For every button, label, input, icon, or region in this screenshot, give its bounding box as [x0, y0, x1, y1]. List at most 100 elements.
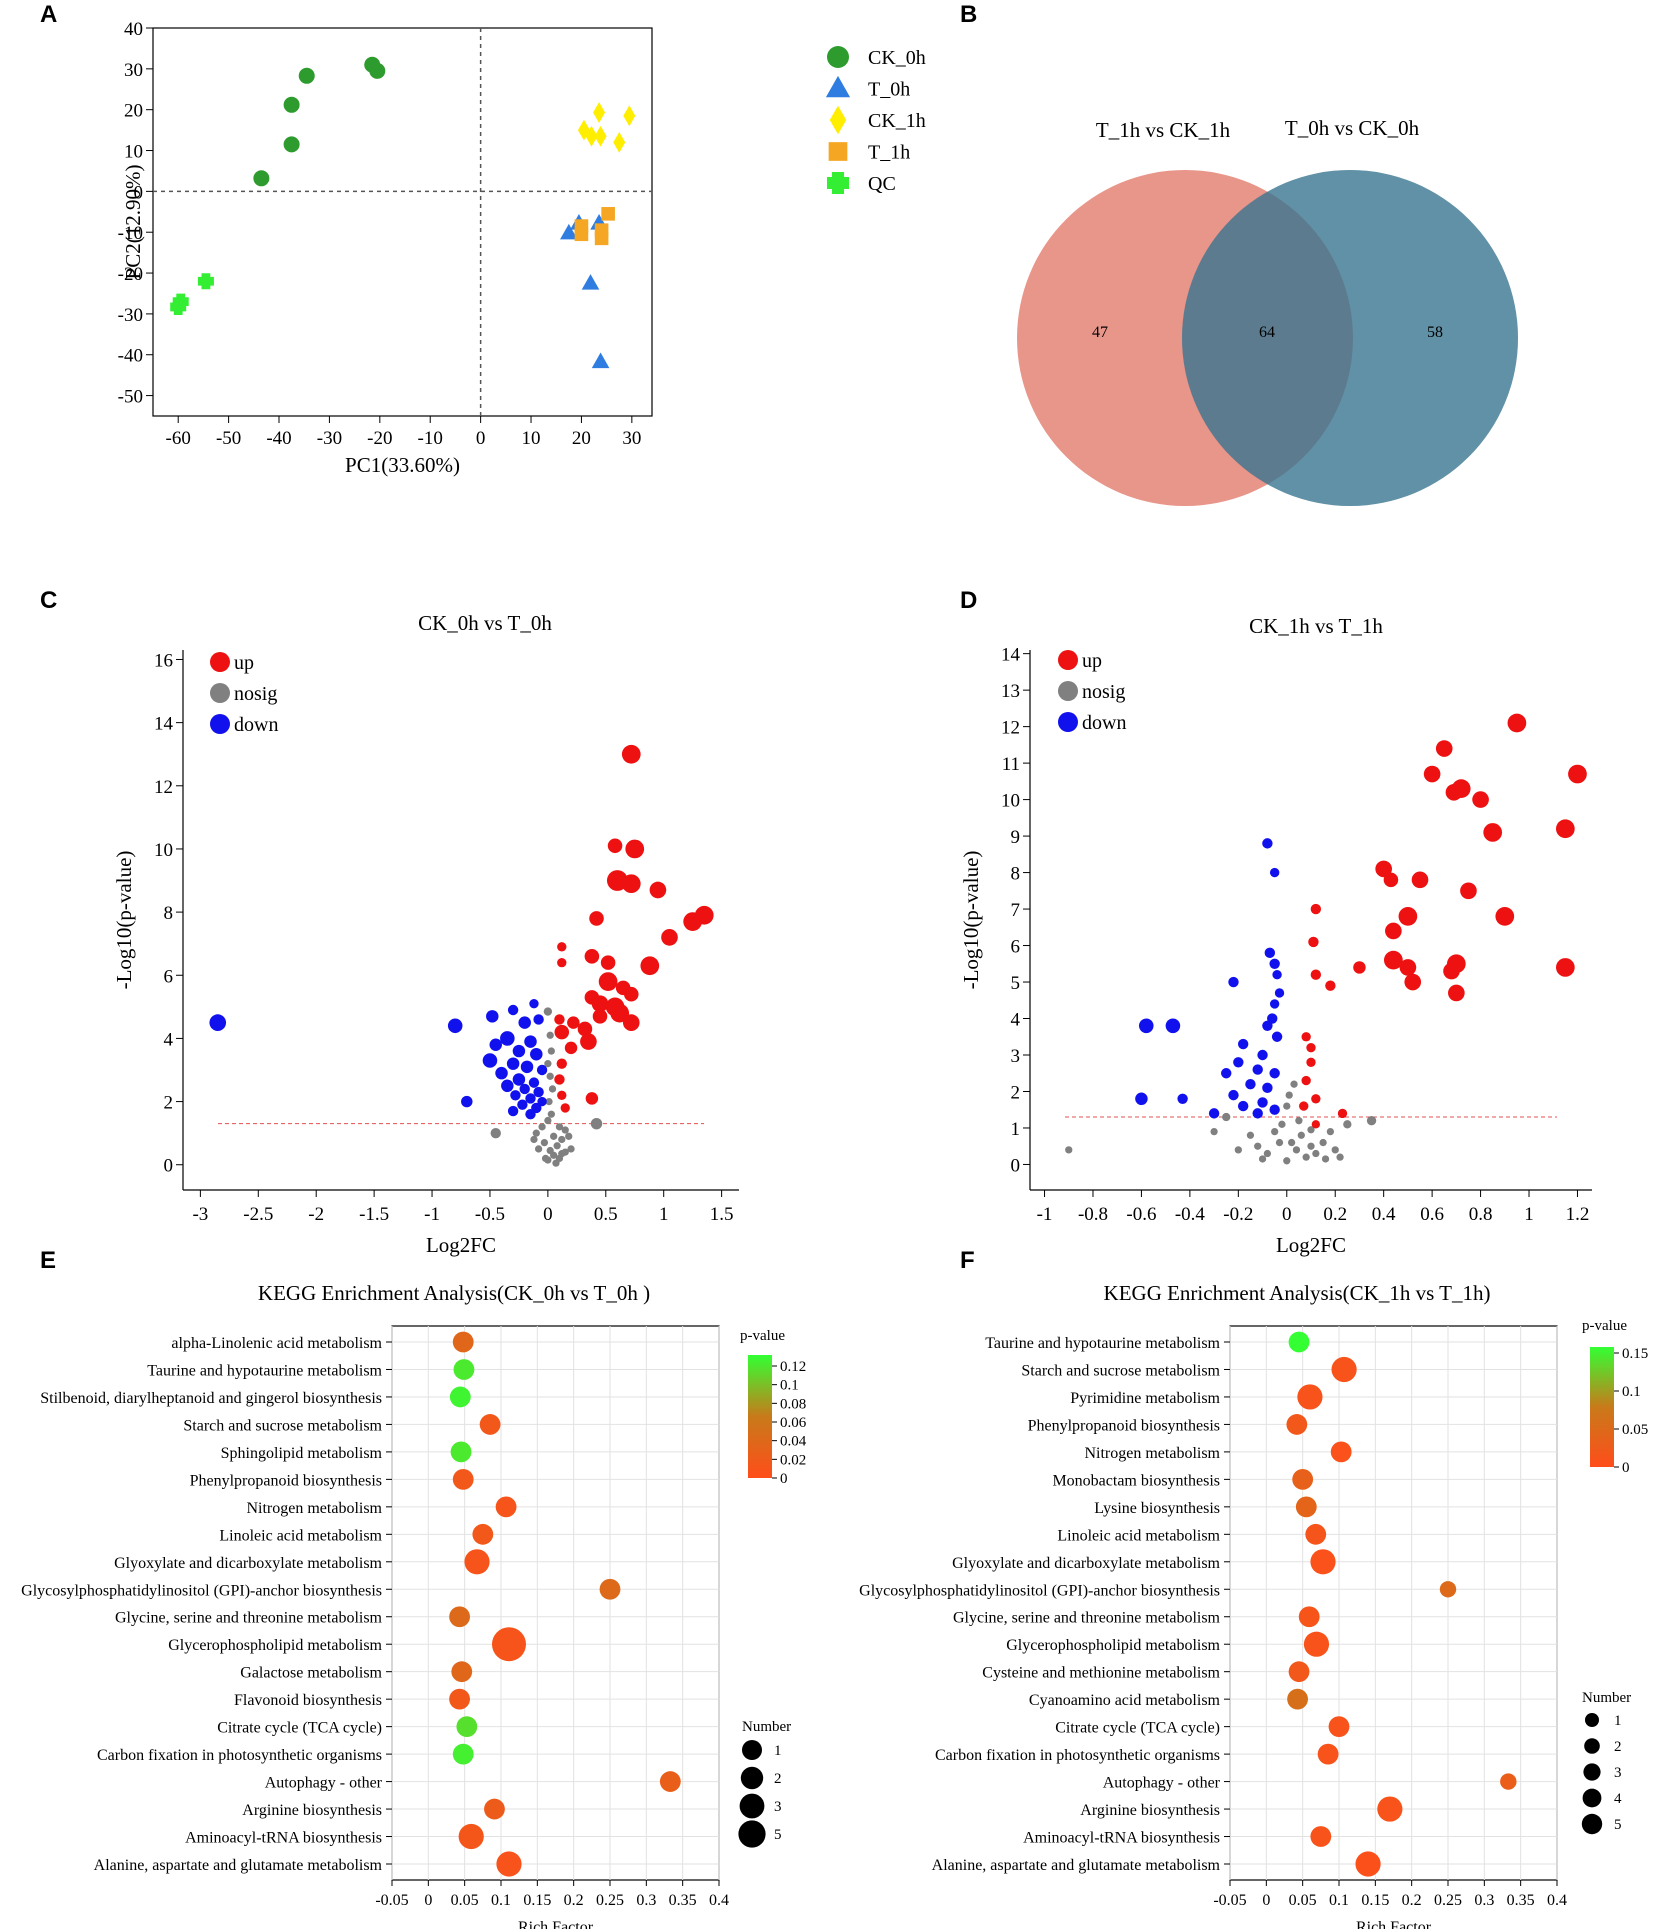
pathway-label: Glycerophospholipid metabolism: [168, 1637, 382, 1654]
y-tick-label: -30: [118, 305, 143, 326]
point-up: [1311, 1094, 1321, 1104]
point-ck-1h: [593, 102, 606, 123]
point-down: [486, 1010, 499, 1023]
point-up: [567, 1016, 580, 1029]
point-down: [1264, 947, 1276, 959]
point-nosig: [1292, 1146, 1301, 1154]
legend-label: CK_1h: [868, 110, 926, 132]
point-down: [1272, 970, 1282, 980]
x-tick-label: -40: [266, 428, 291, 449]
y-tick-label: -20: [118, 264, 143, 285]
legend-marker-up: [210, 652, 230, 672]
pathway-label: Nitrogen metabolism: [246, 1500, 382, 1517]
point-up: [649, 881, 667, 899]
y-tick-label: -50: [118, 387, 143, 408]
y-tick-label: 40: [124, 19, 143, 40]
enrichment-bubble: [451, 1661, 473, 1683]
point-nosig: [544, 1156, 552, 1164]
x-tick-label: 0.4: [709, 1892, 729, 1909]
x-tick-label: 20: [572, 428, 591, 449]
x-tick-label: 0.3: [1474, 1892, 1494, 1909]
point-up: [1310, 969, 1322, 980]
enrichment-bubble: [1286, 1414, 1308, 1435]
point-nosig: [1234, 1146, 1242, 1154]
kegg-bubble-plot-1h: -0.05 0 0.05 0.1 0.15 0.2 0.25 0.3 0.35 0.4Taurin…: [859, 1281, 1648, 1929]
size-legend-label: 3: [774, 1799, 782, 1815]
point-down: [1262, 838, 1273, 849]
size-legend-label: 2: [1614, 1739, 1622, 1755]
volcano-plot-0h: -3 -2.5 -2 -1.5 -1 -0.5 0 0.5 1 1.5 16 14 12 10 8 6 4 2 0 L…: [112, 611, 739, 1257]
point-nosig: [1321, 1155, 1330, 1163]
point-down: [1271, 1031, 1283, 1042]
point-down: [1269, 999, 1280, 1009]
legend-marker-ck-0h: [827, 46, 849, 68]
point-nosig: [1258, 1155, 1267, 1163]
x-tick-label: 0: [424, 1892, 432, 1909]
legend-label: up: [234, 652, 254, 674]
point-nosig: [546, 1031, 554, 1039]
x-tick-label: 1.2: [1566, 1204, 1590, 1225]
point-up: [584, 949, 600, 964]
point-nosig: [1210, 1127, 1218, 1136]
point-up: [1460, 882, 1477, 900]
point-up: [564, 1041, 578, 1055]
point-up: [1301, 1075, 1311, 1086]
point-up: [1555, 819, 1575, 839]
point-down: [1237, 1100, 1249, 1112]
pathway-label: Starch and sucrose metabolism: [1021, 1362, 1220, 1379]
panel-label-c: C: [40, 587, 57, 614]
legend-marker-nosig: [1058, 681, 1078, 701]
point-nosig: [544, 1060, 552, 1068]
point-nosig: [538, 1123, 546, 1131]
point-nosig: [1271, 1127, 1279, 1136]
volcano-plot-1h: -1 -0.8 -0.6 -0.4 -0.2 0 0.2 0.4 0.6 0.8 1 1.214131…: [959, 614, 1592, 1257]
y-tick-label: 10: [154, 840, 173, 861]
pathway-label: Sphingolipid metabolism: [221, 1445, 383, 1462]
point-t-0h: [560, 223, 578, 240]
point-down: [519, 1083, 530, 1095]
point-down: [1274, 988, 1285, 998]
enrichment-bubble: [1298, 1606, 1320, 1628]
point-up: [1301, 1032, 1311, 1042]
point-nosig: [1283, 1157, 1291, 1165]
x-tick-label: -10: [418, 428, 443, 449]
point-up: [661, 929, 678, 946]
x-tick-label: 0.1: [491, 1892, 511, 1909]
x-tick-label: 0.8: [1469, 1204, 1493, 1225]
x-tick-label: -0.4: [1175, 1204, 1206, 1225]
x-tick-label: 30: [622, 428, 641, 449]
legend-label: T_0h: [868, 79, 910, 101]
pathway-label: Taurine and hypotaurine metabolism: [985, 1335, 1220, 1352]
pathway-label: Aminoacyl-tRNA biosynthesis: [1023, 1830, 1220, 1847]
colorbar-tick-label: 0: [1622, 1460, 1630, 1476]
x-tick-label: 1: [1524, 1204, 1534, 1225]
point-down: [507, 1105, 519, 1117]
point-down: [447, 1018, 463, 1034]
plot-frame: [152, 27, 653, 417]
point-down: [500, 1031, 515, 1046]
y-tick-label: 12: [154, 777, 173, 798]
point-nosig: [1319, 1138, 1327, 1147]
size-legend-label: 4: [1614, 1791, 1622, 1807]
panel-label-e: E: [40, 1247, 56, 1274]
point-down: [537, 1096, 547, 1107]
chart-title: CK_0h vs T_0h: [418, 611, 552, 635]
y-tick-label: 2: [1011, 1082, 1021, 1103]
point-down: [530, 1047, 543, 1061]
point-up: [1375, 860, 1392, 878]
point-up: [1404, 973, 1422, 991]
point-nosig: [1295, 1117, 1303, 1125]
point-up: [607, 838, 623, 854]
y-tick-label: 0: [134, 182, 144, 203]
x-tick-label: 0.05: [451, 1892, 479, 1909]
chart-title: KEGG Enrichment Analysis(CK_1h vs T_1h): [1104, 1281, 1491, 1305]
point-nosig: [1331, 1146, 1339, 1154]
legend-label: CK_0h: [868, 47, 926, 69]
point-up: [621, 744, 641, 764]
x-axis-title: Rich Factor: [1356, 1919, 1432, 1929]
point-down: [1269, 1104, 1280, 1115]
size-legend-marker: [739, 1793, 765, 1819]
point-up: [557, 942, 567, 952]
colorbar-tick-label: 0: [780, 1471, 788, 1487]
venn-count-left: 47: [1092, 324, 1108, 341]
